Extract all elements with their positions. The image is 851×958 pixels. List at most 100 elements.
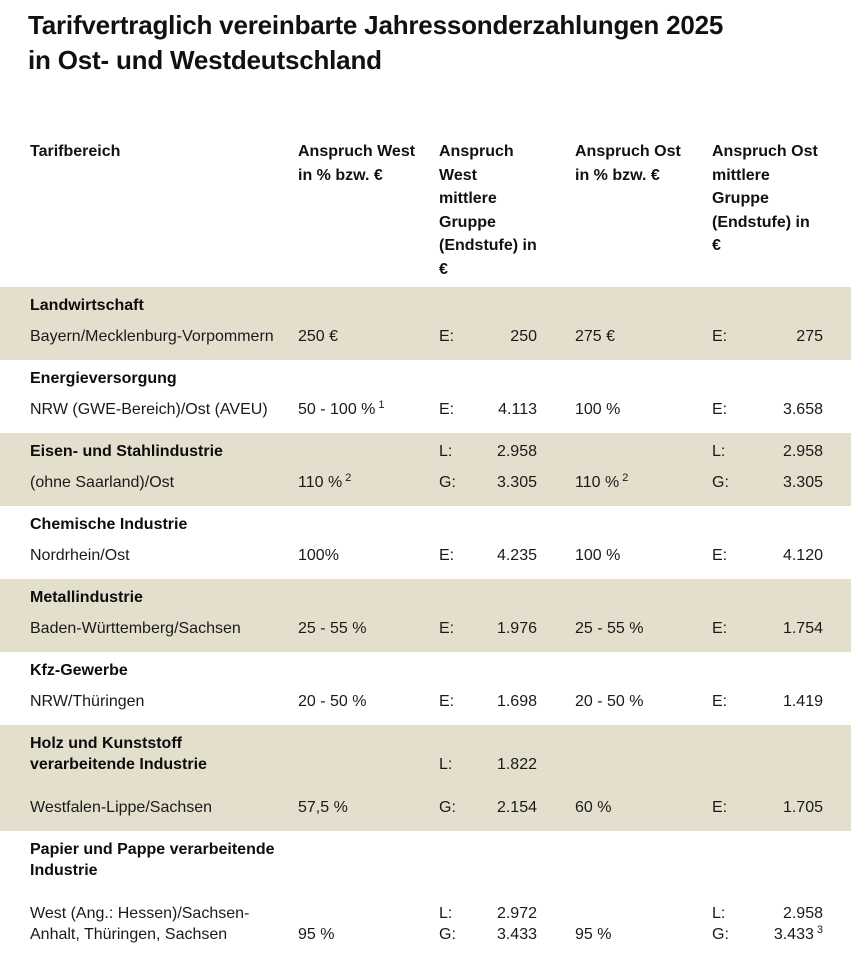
pct-value: 275 € (575, 328, 616, 345)
column-header-line: Anspruch Ost (575, 143, 681, 160)
group-line: E: 250 (439, 326, 537, 347)
ost-group-cell (712, 660, 823, 681)
west-pct-cell: 100% (298, 545, 439, 566)
group-label: L: (439, 443, 453, 460)
west-group-cell: E: 250 (439, 326, 537, 347)
table-row: (ohne Saarland)/Ost 110 % 2 G: 3.305 110 % 2 G:… (0, 470, 851, 506)
pct-value: 110 % 2 (575, 471, 629, 491)
west-pct-cell: 20 - 50 % (298, 691, 439, 712)
group-line: G: 3.305 (439, 472, 537, 493)
pct-value: 100 % (575, 401, 621, 418)
group-line: G: 2.154 (439, 797, 537, 818)
tarifbereich-cell: Chemische Industrie (30, 514, 298, 535)
group-line: L: 2.958 (712, 903, 823, 924)
table-body: Landwirtschaft Bayern/Mecklenburg-Vorpomm… (0, 287, 851, 958)
pct-value: 25 - 55 % (298, 620, 367, 637)
ost-group-cell: E: 275 (712, 326, 823, 347)
ost-pct-cell: 95 % (575, 903, 712, 945)
tarifbereich-cell: Landwirtschaft (30, 295, 298, 316)
table-row: Baden-Württemberg/Sachsen 25 - 55 % E: 1.97… (0, 616, 851, 652)
group-label: E: (712, 799, 728, 816)
amount-value: 4.113 (498, 401, 537, 418)
west-group-cell: E: 1.698 (439, 691, 537, 712)
tarifbereich-cell: Metallindustrie (30, 587, 298, 608)
west-pct-cell: 57,5 % (298, 797, 439, 818)
amount-value: 2.972 (496, 905, 537, 922)
column-header-tarifbereich: Tarifbereich (30, 140, 298, 281)
west-pct-cell: 25 - 55 % (298, 618, 439, 639)
ost-group-cell: E: 1.419 (712, 691, 823, 712)
tarifbereich-cell: NRW (GWE-Bereich)/Ost (AVEU) (30, 399, 298, 420)
group-label: G: (439, 926, 456, 943)
tarifbereich-line: Chemische Industrie (30, 516, 188, 533)
pct-value (298, 903, 439, 924)
ost-group-cell: L: 2.958 G: 3.433 3 (712, 903, 823, 945)
ost-pct-cell: 60 % (575, 797, 712, 818)
group-line (439, 733, 537, 754)
group-line: E: 1.976 (439, 618, 537, 639)
tarifbereich-cell: West (Ang.: Hessen)/Sachsen- Anhalt, Thür… (30, 903, 298, 945)
column-spacer (537, 839, 575, 881)
table-row: West (Ang.: Hessen)/Sachsen- Anhalt, Thür… (0, 889, 851, 958)
group-line: L: 2.958 (439, 441, 537, 462)
amount-value: 1.754 (782, 620, 823, 637)
group-label: E: (712, 328, 728, 345)
section-row: Metallindustrie (0, 579, 851, 616)
column-header-line: Anspruch Ost (712, 143, 818, 160)
group-line: L: 2.972 (439, 903, 537, 924)
west-group-cell (439, 368, 537, 389)
group-label: L: (439, 756, 453, 773)
tarifbereich-cell: Bayern/Mecklenburg-Vorpommern (30, 326, 298, 347)
ost-pct-cell: 100 % (575, 399, 712, 420)
group-line: E: 4.235 (439, 545, 537, 566)
pct-value: 100% (298, 547, 339, 564)
amount-value: 3.305 (496, 474, 537, 491)
table-row: NRW/Thüringen 20 - 50 % E: 1.698 20 - 50 % E:… (0, 689, 851, 725)
group-line: G: 3.433 (439, 924, 537, 945)
west-group-cell: G: 2.154 (439, 797, 537, 818)
group-line: E: 1.698 (439, 691, 537, 712)
west-group-cell (439, 839, 537, 881)
amount-value: 4.235 (496, 547, 537, 564)
column-spacer (537, 903, 575, 945)
pct-value (575, 903, 712, 924)
tarifbereich-line: Westfalen-Lippe/Sachsen (30, 799, 213, 816)
west-pct-cell (298, 660, 439, 681)
ost-pct-cell: 275 € (575, 326, 712, 347)
tariff-table: Tarifbereich Anspruch West in % bzw. € Ansp… (0, 140, 851, 958)
west-pct-cell: 50 - 100 % 1 (298, 399, 439, 420)
ost-group-cell (712, 733, 823, 775)
west-pct-cell: 250 € (298, 326, 439, 347)
group-label: E: (439, 547, 455, 564)
tarifbereich-line: Energieversorgung (30, 370, 177, 387)
west-group-cell: E: 4.235 (439, 545, 537, 566)
group-label: L: (712, 443, 726, 460)
amount-value: 3.433 3 (773, 923, 823, 943)
column-spacer (537, 587, 575, 608)
ost-pct-cell: 100 % (575, 545, 712, 566)
column-header-line: Anspruch West (298, 143, 416, 160)
group-line: E: 1.419 (712, 691, 823, 712)
group-line: E: 1.705 (712, 797, 823, 818)
group-label: E: (439, 328, 455, 345)
group-label (439, 733, 443, 754)
footnote-marker: 1 (378, 398, 385, 411)
column-spacer (537, 368, 575, 389)
tarifbereich-line: Papier und Pappe verarbeitende (30, 841, 275, 858)
ost-pct-cell: 20 - 50 % (575, 691, 712, 712)
footnote-marker: 3 (816, 923, 823, 936)
west-group-cell (439, 295, 537, 316)
pct-value: 250 € (298, 328, 339, 345)
group-label: L: (439, 905, 453, 922)
column-spacer (537, 295, 575, 316)
table-row: NRW (GWE-Bereich)/Ost (AVEU) 50 - 100 % 1 E… (0, 397, 851, 433)
amount-value: 1.822 (496, 756, 537, 773)
tarifbereich-line: (ohne Saarland)/Ost (30, 474, 175, 491)
section-row: Eisen- und Stahlindustrie L: 2.958 L: 2.958 (0, 433, 851, 470)
group-line: E: 4.113 (439, 399, 537, 420)
tarifbereich-cell: Papier und Pappe verarbeitende Industrie (30, 839, 298, 881)
column-spacer (537, 140, 575, 281)
ost-pct-cell (575, 441, 712, 462)
ost-group-cell (712, 839, 823, 881)
tarifbereich-line: Nordrhein/Ost (30, 547, 130, 564)
